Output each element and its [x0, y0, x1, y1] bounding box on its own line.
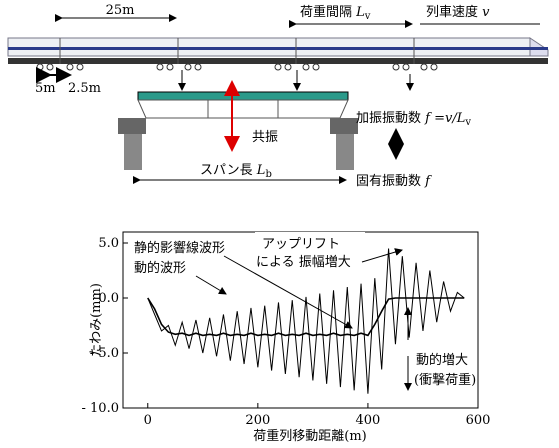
train-floor — [8, 58, 548, 64]
train-speed: 列車速度 v — [426, 4, 490, 20]
deck — [138, 92, 348, 100]
annotation: による 振幅増大 — [256, 255, 351, 270]
series-line — [148, 298, 464, 335]
series-label: 動的波形 — [134, 260, 186, 276]
pointer — [362, 250, 402, 262]
x-tick-label: 600 — [466, 413, 491, 428]
girder — [138, 100, 348, 118]
resonance: 共振 — [252, 130, 278, 145]
x-tick-label: 400 — [356, 413, 381, 428]
span: スパン長 Lb — [200, 163, 272, 180]
annotation: 動的増大 — [416, 352, 468, 368]
page: 25m 荷重間隔 Lv 列車速度 v 5m 2.5m 共振 スパン長 L — [0, 0, 559, 444]
pier-cap — [330, 118, 358, 134]
load-interval: 荷重間隔 Lv — [300, 4, 371, 22]
bogie-gap: 5m — [35, 81, 56, 96]
car-length: 25m — [106, 3, 135, 18]
pier-cap — [118, 118, 146, 134]
natural: 固有振動数 f — [356, 174, 432, 189]
pointer — [196, 276, 226, 294]
pier — [124, 134, 142, 170]
pier — [336, 134, 354, 170]
excitation: 加振振動数 f =v/Lv — [356, 111, 471, 128]
y-tick-label: - 10.0 — [82, 401, 119, 416]
x-tick-label: 0 — [144, 413, 152, 428]
annotation: アップリフト — [262, 237, 340, 252]
load-arrows — [182, 70, 410, 90]
series-label: 静的影響線波形 — [134, 240, 225, 256]
train-stripe — [8, 47, 548, 50]
y-axis-label: たわみ(mm) — [89, 283, 104, 357]
axle-gap: 2.5m — [68, 81, 101, 96]
x-axis-label: 荷重列移動距離(m) — [253, 428, 366, 444]
annotation: (衝撃荷重) — [414, 372, 476, 388]
x-tick-label: 200 — [245, 413, 270, 428]
train-diagram: 25m 荷重間隔 Lv 列車速度 v 5m 2.5m 共振 スパン長 L — [8, 3, 548, 189]
y-tick-label: 5.0 — [98, 236, 119, 251]
wheels — [37, 64, 437, 70]
